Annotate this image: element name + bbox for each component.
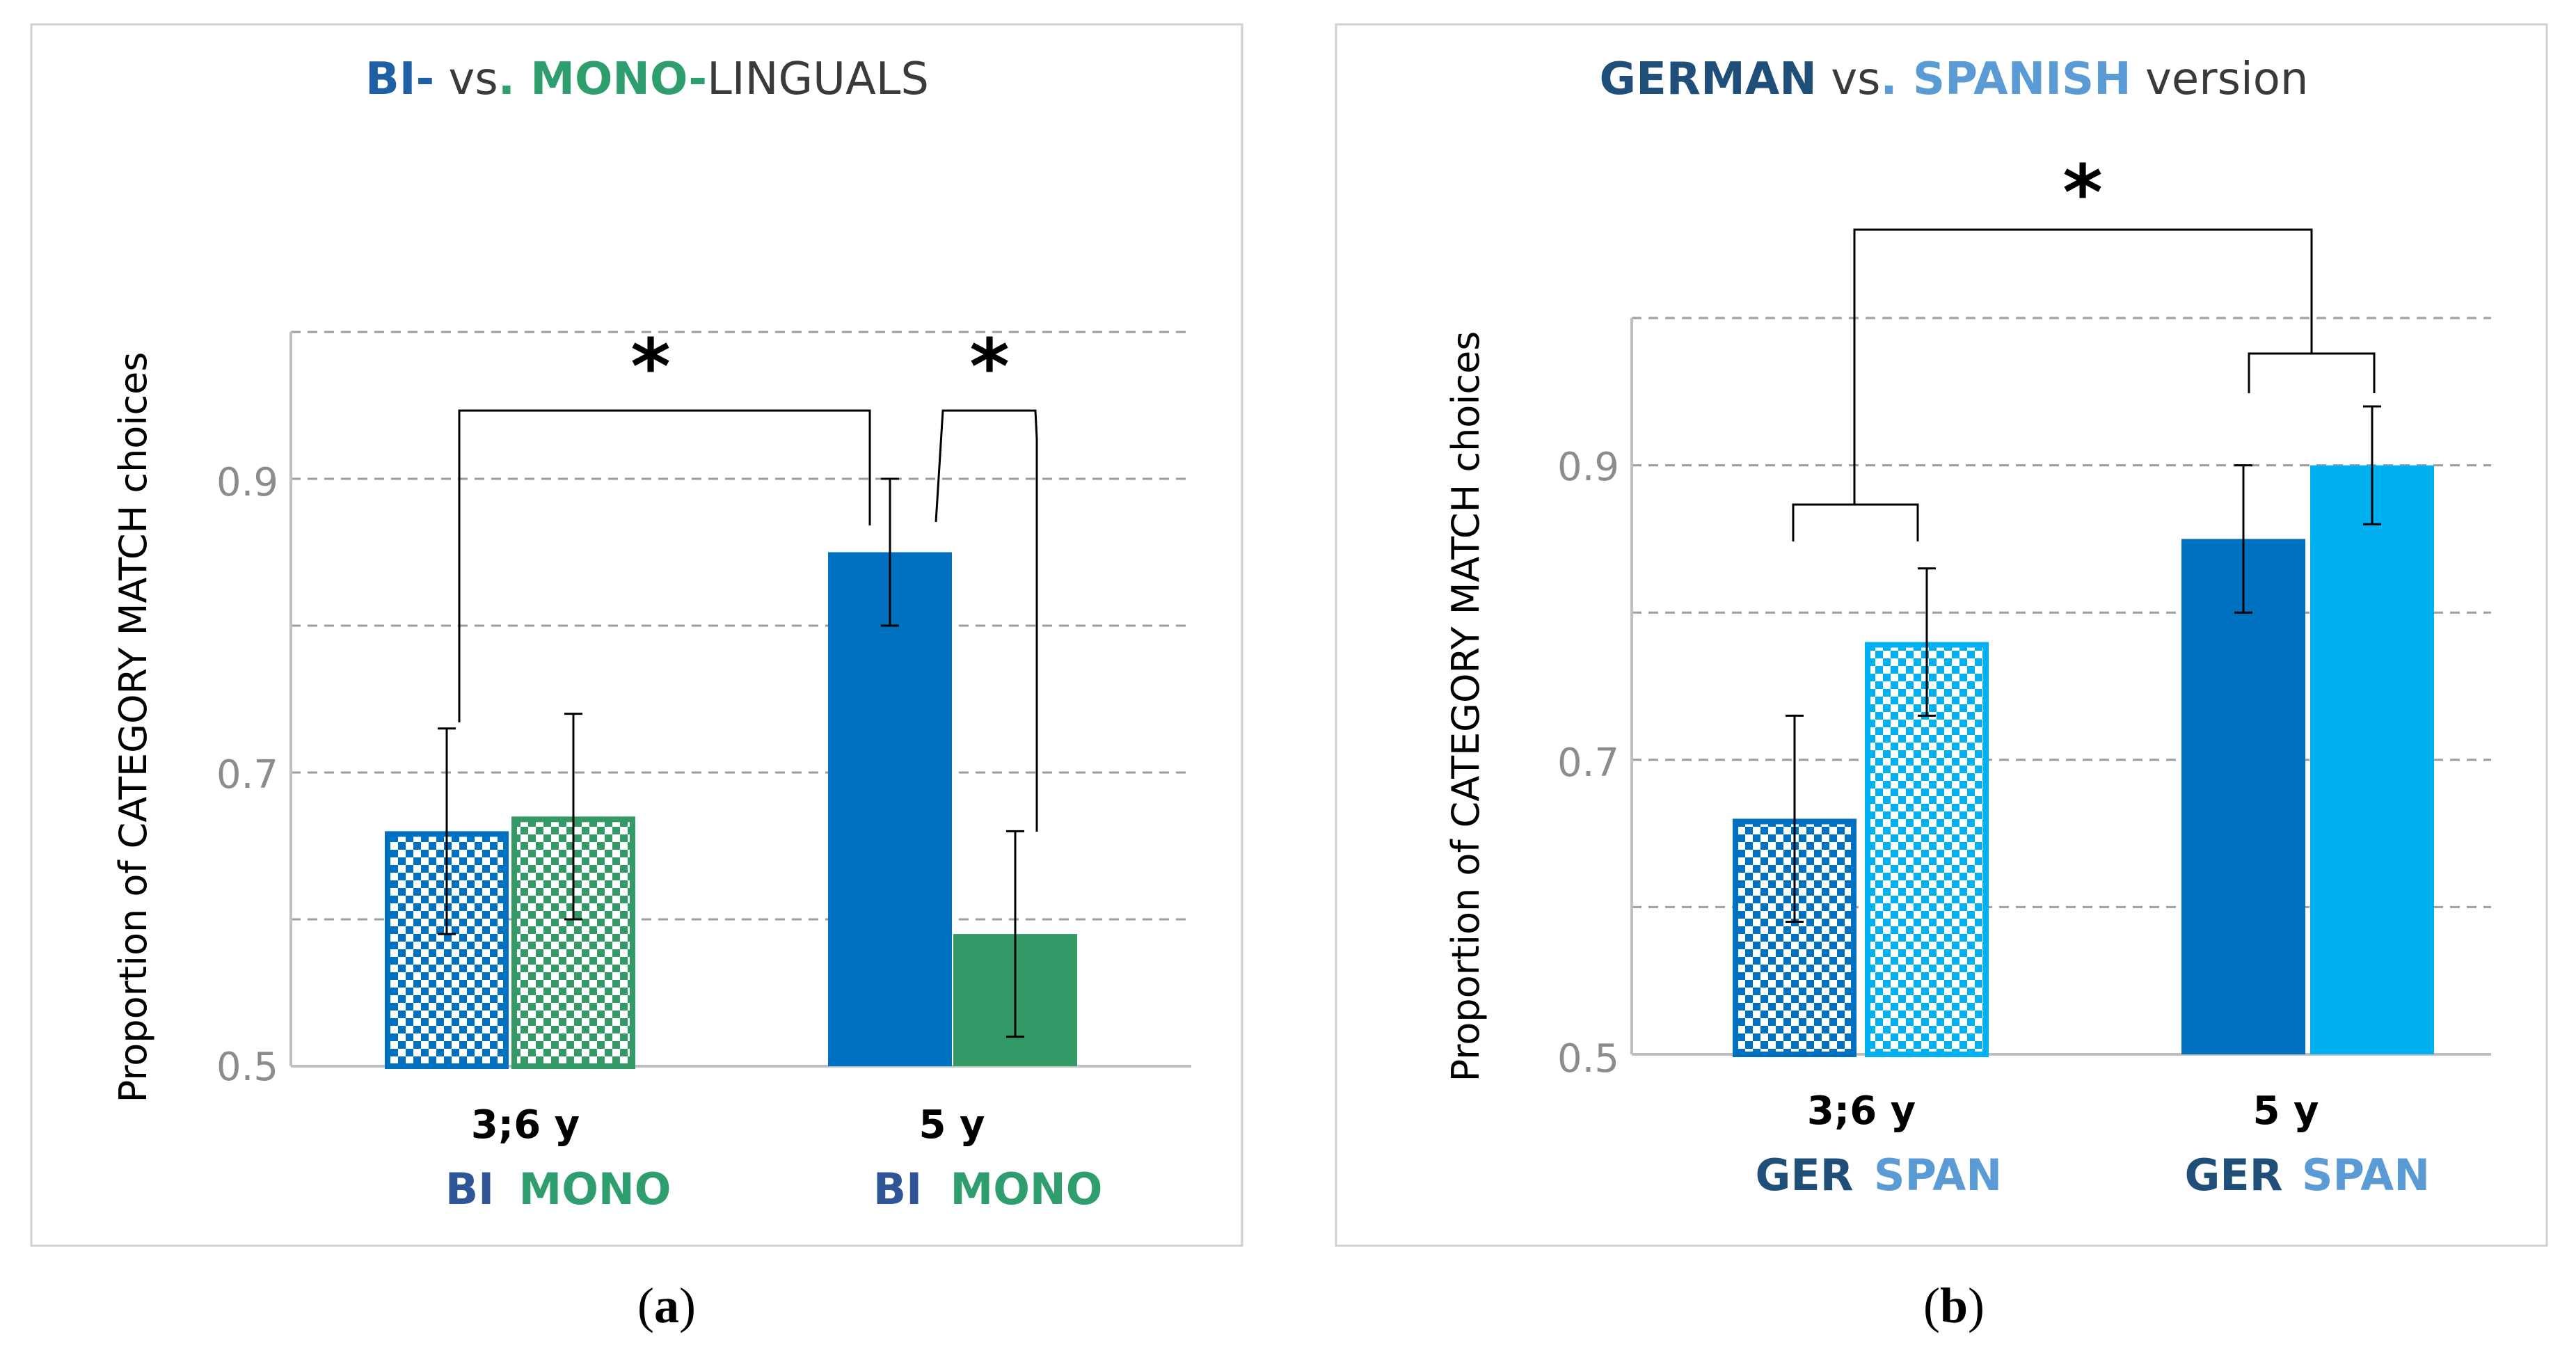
significance-star-a-1: * [630, 322, 671, 411]
group-label-b-span-5y: SPAN [2302, 1150, 2430, 1201]
significance-bracket-b [1792, 228, 2376, 541]
panel-a-ytick-0.9: 0.9 [216, 460, 278, 505]
category-label-a-3-6y: 3;6 y [471, 1102, 580, 1148]
significance-bracket-a-5y [935, 409, 1038, 832]
group-label-b-ger-3-6y: GER [1756, 1150, 1854, 1201]
panel-a-ytick-0.5: 0.5 [216, 1045, 278, 1090]
caption-a-letter: a [654, 1278, 679, 1333]
title-b-german: GERMAN [1600, 54, 1817, 105]
category-label-b-5y: 5 y [2253, 1088, 2319, 1134]
panel-b: GERMAN vs. SPANISH version 0.5 0.7 0.9 P… [1335, 23, 2548, 1333]
caption-b-open: ( [1923, 1278, 1940, 1333]
caption-a-open: ( [637, 1278, 654, 1333]
panel-a-caption: (a) [637, 1278, 696, 1333]
panel-b-y-axis-label: Proportion of CATEGORY MATCH choices [1444, 331, 1488, 1082]
panel-b-caption: (b) [1923, 1278, 1985, 1333]
panel-a-y-axis-label: Proportion of CATEGORY MATCH choices [111, 352, 155, 1103]
title-a-vs: vs [434, 54, 498, 105]
panel-b-title: GERMAN vs. SPANISH version [1600, 54, 2309, 105]
errorbar-span-5y [2363, 405, 2381, 525]
category-label-a-5y: 5 y [919, 1102, 985, 1148]
caption-b-close: ) [1968, 1278, 1985, 1333]
bar-bi-5y [828, 552, 952, 1066]
panel-a: BI- vs. MONO-LINGUALS 0.5 0.7 0.9 Propor… [30, 23, 1243, 1333]
bar-ger-5y [2181, 539, 2305, 1054]
significance-star-b: * [2062, 148, 2103, 237]
group-label-b-span-3-6y: SPAN [1874, 1150, 2002, 1201]
group-label-a-mono-3-6y: MONO [519, 1164, 671, 1214]
title-b-spanish: . SPANISH [1880, 54, 2131, 105]
panel-b-ytick-0.5: 0.5 [1557, 1036, 1619, 1081]
errorbar-bi-3-6y [438, 727, 456, 935]
panel-b-ytick-0.7: 0.7 [1557, 740, 1619, 786]
bar-span-5y [2310, 465, 2434, 1054]
title-a-bi: BI- [365, 54, 434, 105]
title-a-linguals: LINGUALS [707, 54, 929, 105]
caption-b-letter: b [1940, 1278, 1968, 1333]
group-label-a-mono-5y: MONO [951, 1164, 1103, 1214]
errorbar-ger-3-6y [1786, 714, 1804, 924]
significance-bracket-a-age [458, 409, 871, 722]
errorbar-ger-5y [2234, 464, 2252, 614]
title-b-vs: vs [1817, 54, 1881, 105]
significance-star-a-2: * [969, 322, 1010, 411]
category-label-b-3-6y: 3;6 y [1807, 1088, 1916, 1134]
errorbar-bi-5y [881, 477, 899, 627]
panel-b-ytick-0.9: 0.9 [1557, 445, 1619, 490]
title-b-version: version [2131, 54, 2309, 105]
panel-a-title: BI- vs. MONO-LINGUALS [365, 54, 929, 105]
errorbar-mono-3-6y [564, 713, 582, 921]
errorbar-span-3-6y [1918, 567, 1936, 717]
group-label-b-ger-5y: GER [2185, 1150, 2283, 1201]
title-a-mono: . MONO- [498, 54, 707, 105]
caption-a-close: ) [679, 1278, 696, 1333]
errorbar-mono-5y [1006, 830, 1024, 1038]
group-label-a-bi-5y: BI [873, 1164, 922, 1214]
panel-a-ytick-0.7: 0.7 [216, 752, 278, 798]
group-label-a-bi-3-6y: BI [445, 1164, 494, 1214]
